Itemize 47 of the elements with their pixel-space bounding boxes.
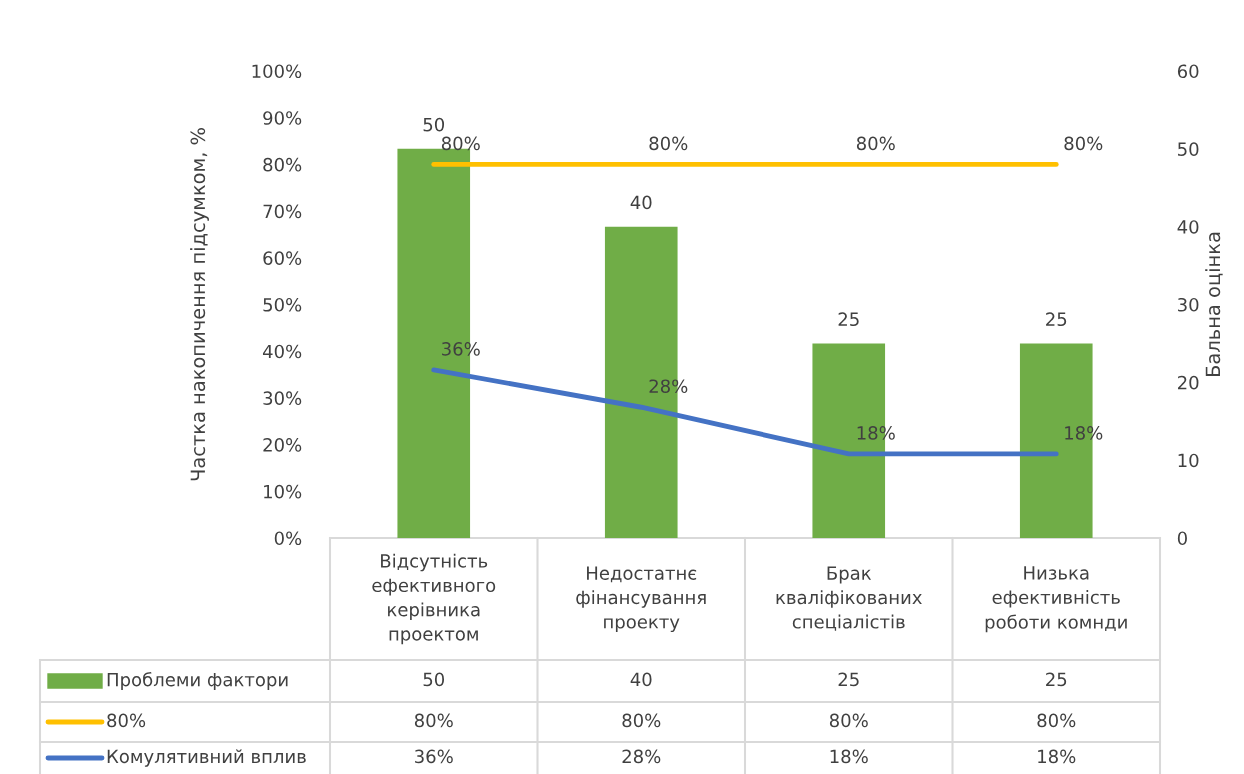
- y2-axis-title: Бальна оцінка: [1205, 232, 1223, 377]
- y-tick-label: 70%: [263, 204, 302, 219]
- y-tick-label: 60%: [263, 251, 302, 265]
- x-tick-label: Відсутність ефективного керівника проектом: [372, 553, 496, 645]
- y2-tick-label: 60: [1177, 64, 1199, 79]
- data-label: 80%: [829, 713, 868, 728]
- text: 40: [630, 195, 652, 210]
- text: 80%: [649, 136, 688, 151]
- y-axis-title: Частка накопичення підсумком, %: [190, 128, 209, 481]
- legend-label: Комулятивний вплив: [107, 749, 306, 767]
- y-tick-label: 50%: [263, 297, 302, 312]
- legend-label: 80%: [107, 713, 146, 728]
- y2-tick-label: 40: [1177, 220, 1199, 234]
- data-label: 25: [838, 672, 859, 687]
- y-tick-label: 10%: [264, 484, 302, 499]
- data-label: 80%: [622, 713, 661, 728]
- y-tick-label: 0%: [274, 531, 302, 546]
- text: 50: [423, 117, 445, 132]
- y-tick-label: 100%: [252, 64, 302, 79]
- y-tick-label: 90%: [263, 111, 302, 125]
- data-label: 40: [630, 672, 652, 687]
- text: 25: [1046, 312, 1067, 327]
- text: 25: [838, 312, 859, 327]
- text: 80%: [1064, 136, 1103, 151]
- data-label: 50: [423, 672, 445, 687]
- data-label: 80%: [414, 713, 453, 728]
- data-label: 18%: [830, 749, 868, 764]
- y-tick-label: 30%: [263, 391, 302, 406]
- y-tick-label: 40%: [262, 344, 302, 359]
- y2-tick-label: 30: [1178, 297, 1199, 312]
- text: 80%: [441, 136, 480, 151]
- x-tick-label: Брак кваліфікованих спеціалістів: [776, 566, 922, 631]
- legend-label: Проблеми фактори: [107, 672, 288, 690]
- data-label: 18%: [1038, 749, 1076, 764]
- y2-tick-label: 20: [1177, 375, 1199, 390]
- y2-tick-label: 0: [1177, 531, 1187, 546]
- x-tick-label: Низька ефективність роботи комнди: [985, 566, 1127, 633]
- text: 80%: [856, 136, 895, 151]
- data-label: 80%: [1037, 713, 1076, 728]
- data-label: 25: [1046, 672, 1067, 687]
- data-label: 36%: [415, 749, 453, 764]
- data-label: 28%: [622, 749, 661, 764]
- y-tick-label: 80%: [263, 157, 302, 172]
- x-tick-label: Недостатнє фінансування проекту: [576, 566, 706, 633]
- y2-tick-label: 10: [1178, 453, 1199, 468]
- y-tick-label: 20%: [263, 438, 302, 452]
- y2-tick-label: 50: [1178, 142, 1199, 156]
